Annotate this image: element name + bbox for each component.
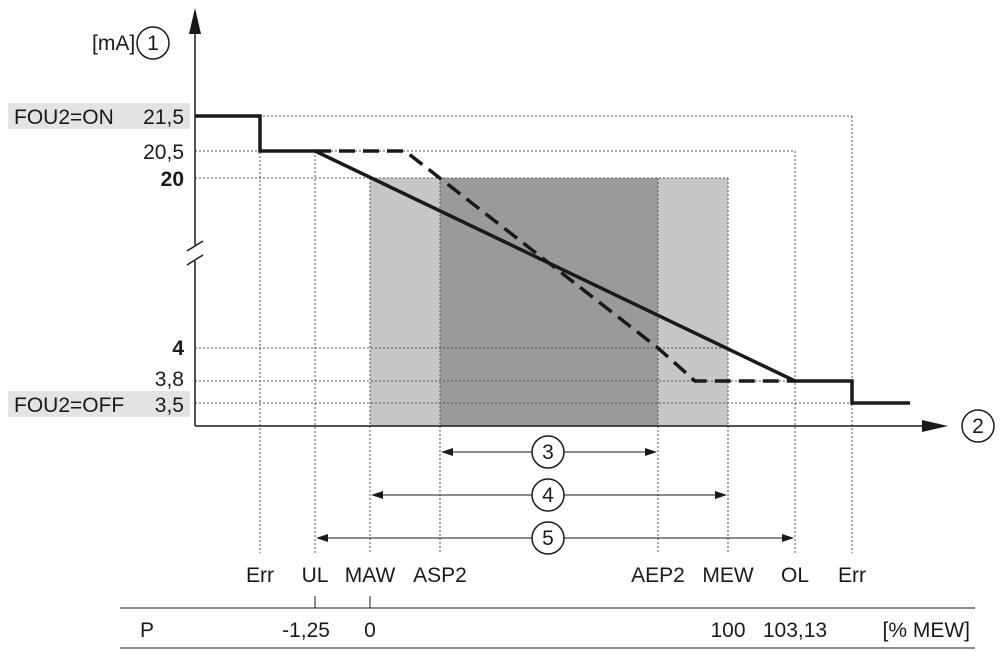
range-5-callout-circle (531, 521, 565, 555)
table-value-100: 100 (710, 619, 745, 642)
y-axis-arrow (189, 8, 201, 34)
range-4-arrowhead-left (371, 491, 383, 499)
characteristic-curve-solid (195, 114, 910, 405)
axis-break-gap (188, 245, 202, 261)
range-3-arrowhead-left (441, 448, 453, 456)
table-unit: [% MEW] (883, 619, 971, 642)
value-20-label: 20 (161, 168, 184, 191)
range-4-callout-circle (531, 478, 565, 512)
range-4-callout-number: 4 (542, 484, 554, 507)
y-axis-unit: [mA] (92, 32, 135, 55)
range-3-callout-circle (531, 435, 565, 469)
range-3-callout-number: 3 (542, 441, 554, 464)
fou-off-highlight (8, 391, 190, 417)
x-label-ul: UL (302, 564, 329, 587)
value-4-label: 4 (172, 337, 184, 360)
x-label-ol: OL (781, 564, 809, 587)
value-21-5-label: 21,5 (143, 106, 184, 129)
axis-break-mark-1 (186, 240, 204, 252)
range-5-callout-number: 5 (542, 527, 554, 550)
x-axis-callout-circle (961, 409, 995, 443)
table-value-neg: -1,25 (282, 619, 330, 642)
range-5-arrowhead-left (316, 534, 328, 542)
x-label-mew: MEW (702, 564, 754, 587)
table-value-103: 103,13 (763, 619, 827, 642)
x-label-asp2: ASP2 (413, 564, 467, 587)
fou-on-label: FOU2=ON (14, 106, 114, 129)
range-3-arrowhead-right (645, 448, 657, 456)
axis-break-mark-2 (186, 254, 204, 266)
x-label-aep2: AEP2 (631, 564, 685, 587)
x-label-err-left: Err (246, 564, 274, 587)
x-axis-callout-number: 2 (972, 415, 984, 438)
fou-off-label: FOU2=OFF (14, 394, 124, 417)
value-20-5-label: 20,5 (143, 141, 184, 164)
y-axis-callout-number: 1 (147, 32, 159, 55)
value-3-5-label: 3,5 (155, 394, 184, 417)
scaled-range-shade (440, 178, 658, 426)
y-axis-callout-circle (136, 26, 170, 60)
range-5-arrowhead-right (782, 534, 794, 542)
fou-on-highlight (8, 103, 190, 129)
range-4-arrowhead-right (715, 491, 727, 499)
x-label-err-right: Err (838, 564, 866, 587)
x-axis-arrow (922, 420, 948, 432)
table-p-label: P (140, 619, 154, 642)
characteristic-curve-dashed (315, 149, 795, 383)
table-value-zero: 0 (364, 619, 376, 642)
value-3-8-label: 3,8 (155, 368, 184, 391)
x-label-maw: MAW (345, 564, 396, 587)
